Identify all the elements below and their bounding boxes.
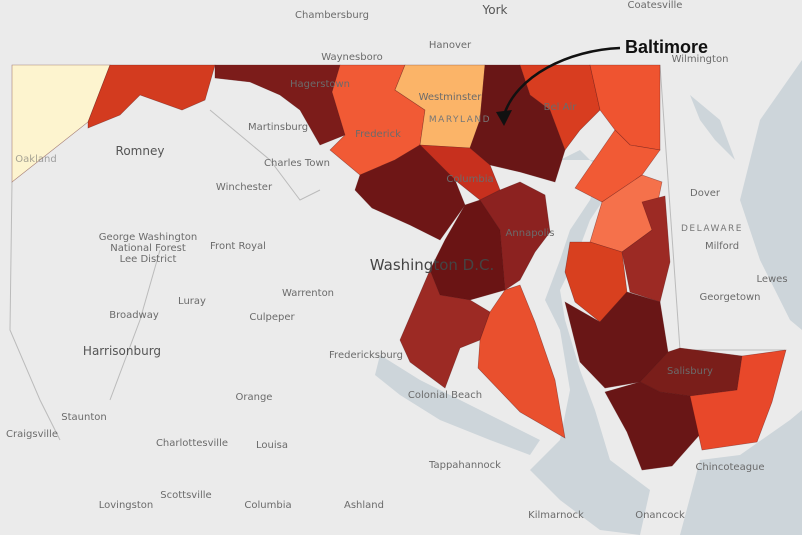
counties [11, 64, 787, 471]
place-label: Hagerstown [290, 79, 350, 90]
place-label: DELAWARE [681, 224, 743, 234]
place-label: MARYLAND [429, 115, 491, 125]
annotation-arrowhead [496, 110, 512, 126]
place-label: Hanover [429, 40, 472, 51]
place-label: Waynesboro [321, 52, 382, 63]
place-label: Charles Town [264, 158, 330, 169]
county [689, 349, 787, 451]
place-label: Culpeper [249, 312, 295, 323]
place-label: Craigsville [6, 429, 58, 440]
place-label: Harrisonburg [83, 344, 161, 358]
place-label: Lewes [756, 274, 787, 285]
place-label: Romney [116, 144, 165, 158]
place-label: Frederick [355, 129, 401, 140]
place-label: York [482, 3, 508, 17]
place-label: Staunton [61, 412, 106, 423]
place-label: Tappahannock [428, 460, 501, 471]
place-label: Kilmarnock [528, 510, 584, 521]
place-label: Warrenton [282, 288, 334, 299]
place-label: Colonial Beach [408, 390, 482, 401]
place-label: Scottsville [160, 490, 211, 501]
place-labels: York Chambersburg Coatesville Waynesboro… [6, 0, 788, 521]
annotation: Baltimore [625, 37, 708, 57]
place-label: Salisbury [667, 366, 713, 377]
place-label: Broadway [109, 310, 159, 321]
water [375, 60, 802, 535]
place-label: Milford [705, 241, 739, 252]
county [87, 64, 216, 129]
place-label: Georgetown [699, 292, 760, 303]
place-label: Oakland [15, 154, 56, 165]
county [399, 269, 491, 389]
place-label: George Washington [99, 232, 197, 243]
place-label: Bel Air [544, 102, 578, 113]
place-label: Wilmington [672, 54, 729, 65]
place-label: Westminster [419, 92, 483, 103]
place-label: Annapolis [506, 228, 555, 239]
place-label: Luray [178, 296, 206, 307]
county [621, 195, 671, 303]
place-label: Washington D.C. [370, 256, 494, 274]
place-label: Chincoteague [695, 462, 764, 473]
place-label: Charlottesville [156, 438, 228, 449]
county [479, 181, 551, 291]
place-label: Columbia [446, 174, 493, 185]
place-label: Front Royal [210, 241, 266, 252]
place-label: Coatesville [628, 0, 683, 11]
place-label: Fredericksburg [329, 350, 403, 361]
place-label: Ashland [344, 500, 384, 511]
county [477, 284, 566, 439]
annotation-arrow [501, 46, 621, 119]
place-label: Onancock [635, 510, 685, 521]
place-label: Columbia [244, 500, 291, 511]
place-label: Orange [236, 392, 273, 403]
place-label: Martinsburg [248, 122, 308, 133]
place-label: Chambersburg [295, 10, 369, 21]
place-label: Lee District [120, 254, 177, 265]
place-label: Winchester [216, 182, 273, 193]
place-label: Lovingston [99, 500, 153, 511]
place-label: Louisa [256, 440, 288, 451]
place-label: National Forest [110, 243, 186, 254]
place-label: Dover [690, 188, 721, 199]
